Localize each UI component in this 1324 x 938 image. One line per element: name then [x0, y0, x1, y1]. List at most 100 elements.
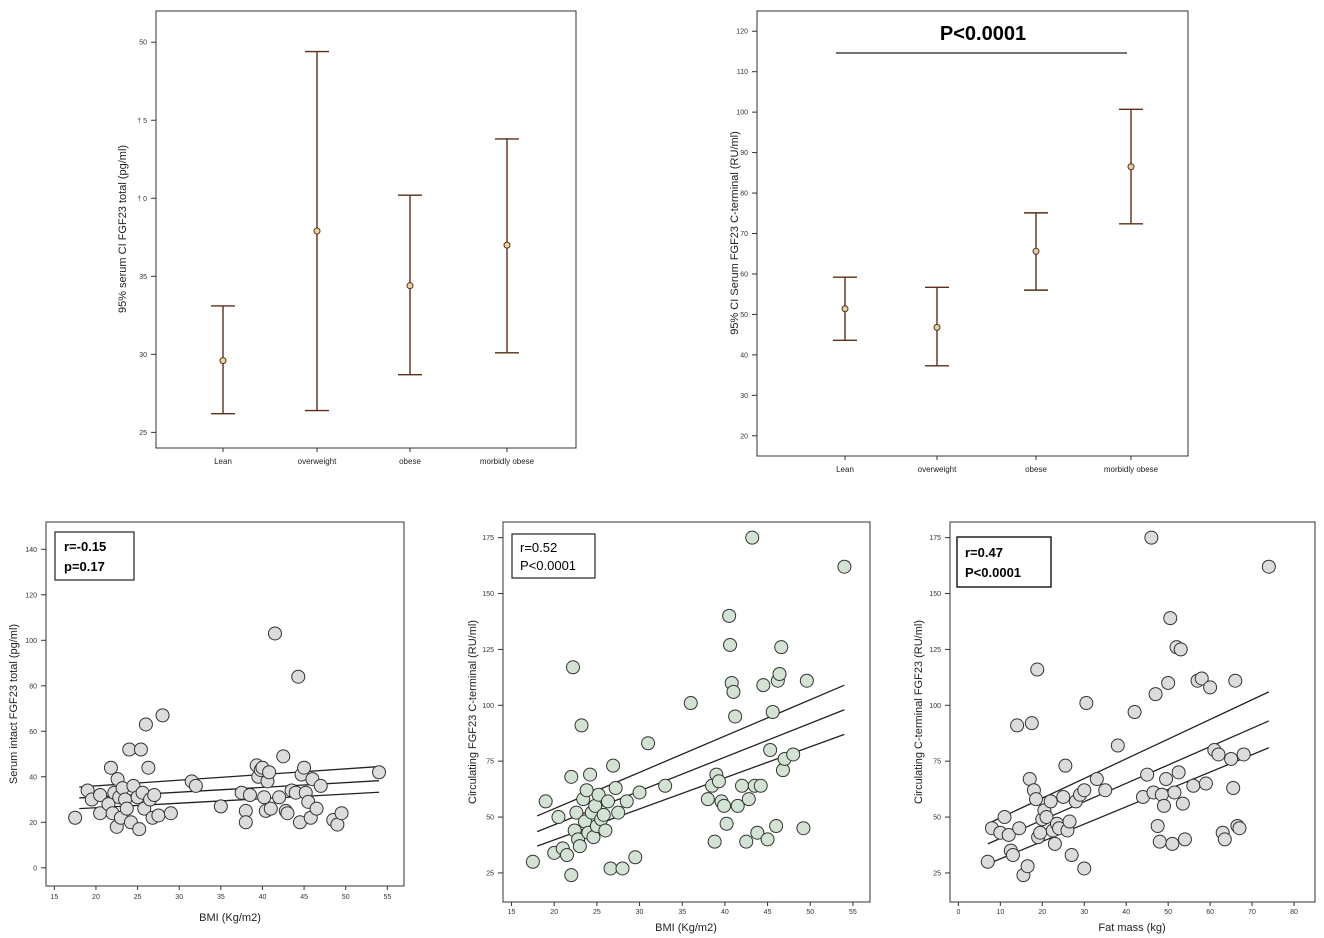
panel-5-point: [1163, 611, 1178, 626]
panel-2-ytick-label: 110: [737, 69, 748, 76]
panel-4-ylabel: Circulating FGF23 C-terminal (RU/ml): [467, 620, 479, 804]
panel-4-point: [739, 834, 754, 849]
panel-3-xtick-label: 25: [134, 894, 142, 901]
panel-4-point: [799, 673, 814, 688]
panel-4-point: [579, 783, 594, 798]
panel-5-point: [1020, 859, 1035, 874]
panel-4-point: [615, 861, 630, 876]
panel-3-ylabel: Serum intact FGF23 total (pg/ml): [8, 624, 20, 784]
panel-5-xlabel: Fat mass (kg): [1098, 922, 1165, 934]
panel-4-point: [769, 819, 784, 833]
panel-4-point: [753, 778, 768, 793]
panel-3-ytick-label: 120: [25, 592, 37, 599]
panel-5-point: [1144, 530, 1159, 545]
panel-5-point: [1171, 765, 1186, 780]
panel-5-ytick-label: 100: [929, 703, 941, 710]
panel-3-xtick-label: 40: [259, 894, 267, 901]
panel-1-ytick-label: † 0: [137, 196, 147, 203]
panel-3-ytick-label: 40: [29, 774, 37, 781]
panel-4-xtick-label: 25: [593, 909, 601, 916]
panel-4-point: [619, 794, 634, 809]
panel-3-point: [276, 749, 291, 764]
panel-3-point: [163, 806, 178, 821]
panel-4-point: [596, 807, 611, 822]
panel-5-point: [1156, 798, 1171, 813]
panel-4-point: [658, 778, 673, 793]
panel-4-ytick-label: 125: [482, 647, 494, 654]
panel-1-ylabel: 95% serum CI FGF23 total (pg/ml): [117, 145, 129, 313]
panel-3-point: [242, 788, 257, 802]
panel-4-point: [723, 637, 738, 652]
panel-4-point: [763, 743, 778, 757]
panel-5-stats-box: [956, 536, 1052, 588]
panel-4-point: [760, 832, 775, 847]
panel-4-point: [632, 785, 647, 800]
panel-5-point: [1110, 738, 1125, 753]
panel-3-point: [263, 801, 278, 816]
panel-4-point: [598, 823, 613, 838]
panel-3-xtick-label: 35: [217, 894, 225, 901]
panel-5-point: [1173, 642, 1188, 657]
panel-4-point: [606, 758, 621, 773]
panel-4-xtick-label: 15: [508, 909, 516, 916]
panel-3-point: [267, 626, 282, 641]
panel-5-point: [1079, 696, 1094, 711]
panel-4-point: [734, 778, 749, 793]
panel-4-point: [730, 798, 745, 813]
panel-5-point: [1211, 747, 1226, 762]
panel-5-point: [1064, 848, 1079, 863]
panel-2-category-label: overweight: [918, 465, 957, 474]
panel-4-point: [772, 667, 787, 681]
panel-4-xtick-label: 30: [636, 909, 644, 916]
panel-4-xtick-label: 45: [764, 909, 772, 916]
panel-3-point: [133, 742, 148, 757]
panel-4-point: [572, 839, 587, 854]
panel-4-xtick-label: 50: [806, 909, 814, 916]
panel-4-ytick-label: 175: [482, 535, 494, 542]
panel-4-point: [538, 794, 553, 809]
panel-2-ytick-label: 40: [740, 352, 748, 359]
panel-2-ytick-label: 100: [736, 110, 748, 117]
panel-4-point: [600, 794, 615, 809]
panel-5-point: [1177, 832, 1192, 847]
panel-3-point: [309, 801, 324, 816]
panel-5-ytick-label: 50: [933, 815, 941, 822]
panel-4-point: [707, 834, 722, 849]
panel-3-xtick-label: 15: [50, 894, 58, 901]
panel-5-point: [1228, 673, 1243, 688]
panel-2-frame: [756, 10, 1189, 457]
panel-5-point: [1224, 751, 1239, 766]
panel-5-ytick-label: 75: [933, 759, 941, 766]
panel-5-point: [1159, 772, 1174, 787]
panel-4-point: [756, 678, 771, 693]
panel-4-point: [525, 854, 540, 869]
panel-1-mean-point-3: [503, 241, 511, 249]
panel-3-point: [297, 760, 312, 775]
panel-3-point: [238, 815, 253, 830]
panel-4-point: [774, 640, 789, 655]
panel-5-point: [1043, 794, 1058, 809]
panel-2-category-label: morbidly obese: [1104, 465, 1159, 474]
panel-5-point: [1236, 747, 1251, 762]
panel-4-point: [728, 709, 743, 724]
panel-4-point: [741, 792, 756, 807]
panel-3-point: [147, 788, 162, 802]
panel-2-mean-point-0: [841, 305, 849, 313]
panel-4-point: [560, 848, 575, 863]
panel-3-scatter: Serum intact FGF23 total (pg/ml) BMI (Kg…: [8, 521, 405, 924]
panel-5-xtick-label: 10: [996, 909, 1004, 916]
panel-5-ytick-label: 125: [929, 647, 941, 654]
panel-5-point: [1077, 861, 1092, 876]
panel-4-point: [564, 868, 579, 883]
panel-3-ytick-label: 140: [25, 547, 37, 554]
panel-3-point: [138, 717, 153, 732]
panel-5-point: [1077, 783, 1092, 798]
panel-5-point: [1010, 718, 1025, 733]
panel-3-xtick-label: 20: [92, 894, 100, 901]
panel-4-point: [722, 608, 737, 623]
panel-5-fit-lower-line: [987, 747, 1270, 865]
panel-5-point: [1024, 716, 1039, 731]
panel-4-point: [786, 747, 801, 762]
panel-3-point: [188, 778, 203, 793]
panel-4-scatter: Circulating FGF23 C-terminal (RU/ml) BMI…: [467, 521, 871, 934]
